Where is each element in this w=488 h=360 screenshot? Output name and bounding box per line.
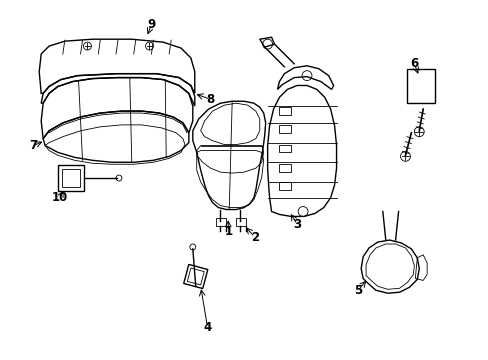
Bar	[279, 164, 291, 172]
Text: 6: 6	[409, 57, 418, 70]
Bar	[279, 182, 291, 190]
Text: 3: 3	[292, 218, 301, 231]
Bar	[279, 125, 291, 133]
Text: 5: 5	[353, 284, 362, 297]
Bar	[236, 219, 245, 226]
Bar	[407, 69, 434, 103]
Text: 10: 10	[52, 191, 68, 204]
Bar	[216, 219, 226, 226]
Text: 9: 9	[147, 18, 155, 31]
Text: 2: 2	[250, 231, 258, 244]
Bar	[279, 145, 291, 152]
Text: 1: 1	[224, 225, 232, 238]
Bar	[279, 107, 291, 115]
Text: 4: 4	[203, 321, 211, 334]
Text: 8: 8	[206, 93, 214, 106]
Text: 7: 7	[29, 139, 37, 152]
